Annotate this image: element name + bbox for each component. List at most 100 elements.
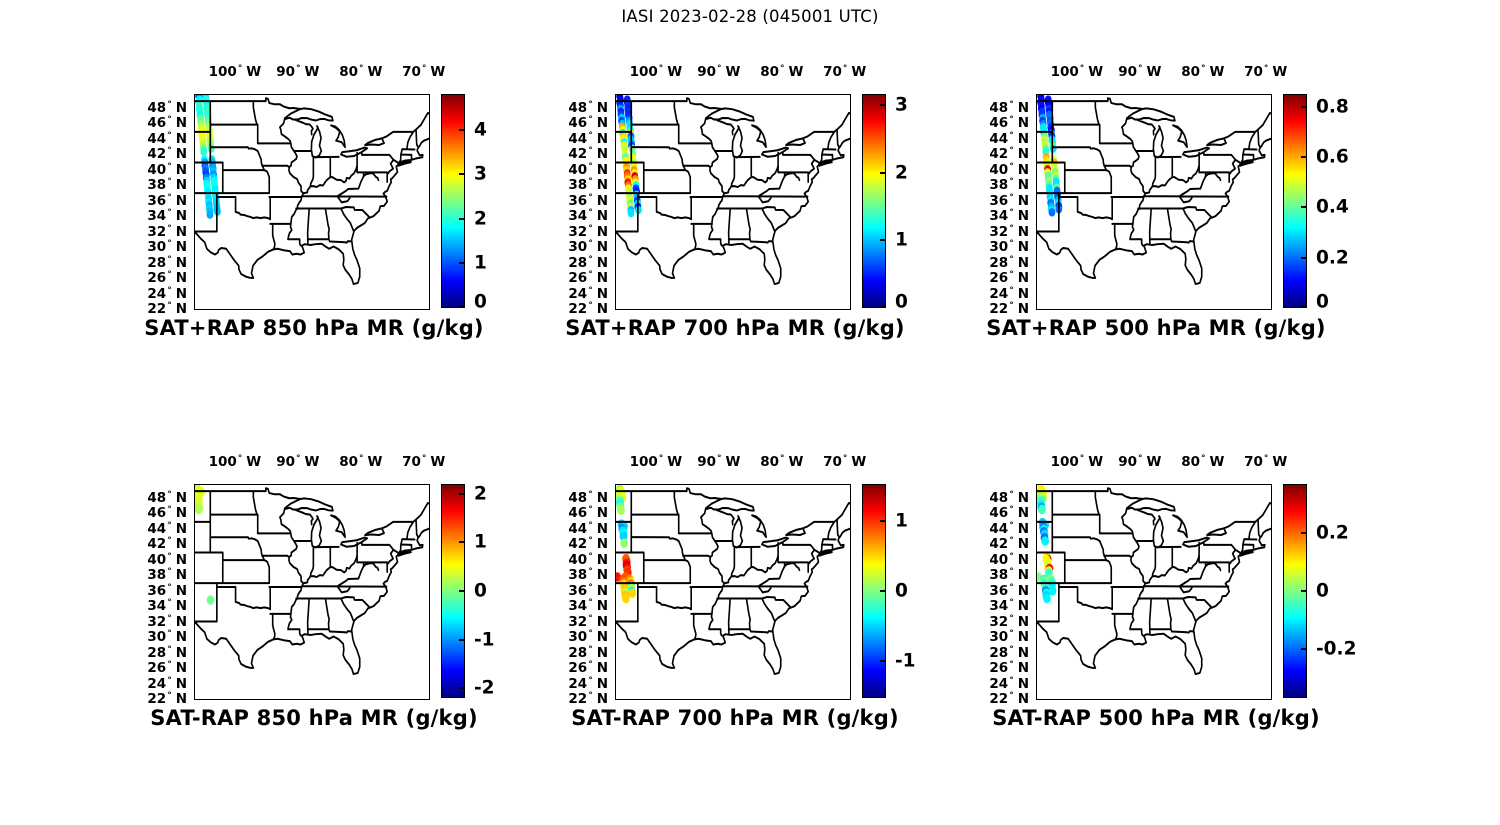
colorbar-tick-label: 2: [474, 208, 487, 230]
data-point: [620, 538, 628, 549]
colorbar-tick-label: -0.2: [1316, 638, 1357, 660]
lat-tick-label: 26° N: [147, 660, 187, 677]
lat-tick-label: 36° N: [989, 192, 1029, 209]
data-point: [622, 593, 630, 604]
lat-tick-label: 38° N: [568, 177, 608, 194]
colorbar-gradient: [442, 485, 464, 697]
colorbar: [441, 94, 465, 308]
figure-title: IASI 2023-02-28 (045001 UTC): [621, 7, 879, 26]
data-point: [627, 208, 635, 218]
lat-tick-label: 44° N: [147, 130, 187, 147]
latitude-axis: 48° N 46° N 44° N 42° N 40° N 38° N 36° N 34° N 32° N 30° N…: [132, 484, 187, 707]
colorbar-tick-label: 0.2: [1316, 522, 1349, 544]
data-point: [1041, 536, 1049, 546]
lat-tick-label: 22° N: [989, 301, 1029, 318]
colorbar-tickmark: [1301, 155, 1306, 158]
colorbar-tickmark: [880, 660, 885, 663]
lat-tick-label: 46° N: [147, 505, 187, 522]
lat-tick-label: 42° N: [568, 146, 608, 163]
us-map: [1037, 95, 1271, 286]
lon-tick-label: 80° W: [1181, 454, 1225, 470]
us-map: [195, 95, 429, 286]
lat-tick-label: 40° N: [989, 551, 1029, 568]
colorbar-tickmark: [459, 306, 464, 308]
latitude-axis: 48° N 46° N 44° N 42° N 40° N 38° N 36° N 34° N 32° N 30° N…: [974, 94, 1029, 317]
colorbar-tick-label: 1: [474, 531, 487, 553]
panel-sat-minus-rap-700: 100° W 90° W 80° W 70° W 48° N 46° N 44° N 42° N 40° N 38…: [568, 454, 915, 730]
lon-tick-label: 80° W: [339, 454, 383, 470]
colorbar-tick-label: 2: [474, 483, 487, 505]
lon-tick-label: 100° W: [1050, 454, 1104, 470]
colorbar-tick-label: 0: [895, 580, 908, 602]
colorbar: [1283, 94, 1307, 308]
lat-tick-label: 28° N: [147, 644, 187, 661]
state-boundaries: [1037, 487, 1271, 676]
lat-tick-label: 22° N: [147, 301, 187, 318]
colorbar-gradient: [1284, 485, 1306, 697]
lat-tick-label: 48° N: [147, 489, 187, 506]
panel-title: SAT-RAP 700 hPa MR (g/kg): [571, 706, 899, 730]
data-point: [621, 144, 629, 153]
lat-tick-label: 42° N: [568, 536, 608, 553]
lat-tick-label: 42° N: [989, 146, 1029, 163]
colorbar-tickmark: [1301, 647, 1306, 650]
colorbar-tickmark: [459, 590, 464, 592]
colorbar-tick-label: 3: [474, 163, 487, 185]
lat-tick-label: 30° N: [989, 239, 1029, 256]
lat-tick-label: 42° N: [989, 536, 1029, 553]
lon-tick-label: 90° W: [276, 64, 320, 80]
colorbar-tickmark: [880, 239, 885, 242]
lat-tick-label: 26° N: [568, 660, 608, 677]
longitude-axis: 100° W 90° W 80° W 70° W: [1036, 454, 1288, 478]
lon-tick-label: 100° W: [1050, 64, 1104, 80]
us-map: [616, 485, 850, 676]
data-point: [1048, 208, 1056, 217]
lat-tick-label: 30° N: [989, 629, 1029, 646]
longitude-axis: 100° W 90° W 80° W 70° W: [194, 454, 446, 478]
colorbar-gradient: [442, 95, 464, 307]
lat-tick-label: 36° N: [989, 582, 1029, 599]
lon-tick-label: 70° W: [1244, 454, 1288, 470]
lat-tick-label: 28° N: [568, 644, 608, 661]
panel-title: SAT-RAP 500 hPa MR (g/kg): [992, 706, 1320, 730]
colorbar-tickmark: [880, 590, 885, 592]
lat-tick-label: 38° N: [568, 567, 608, 584]
lon-tick-label: 90° W: [697, 454, 741, 470]
colorbar-tick-label: 0: [895, 291, 908, 313]
data-point: [628, 588, 637, 598]
longitude-axis: 100° W 90° W 80° W 70° W: [615, 454, 867, 478]
lat-tick-label: 30° N: [568, 239, 608, 256]
lat-tick-label: 32° N: [568, 223, 608, 240]
colorbar-tick-label: 1: [895, 510, 908, 532]
map-frame: [615, 484, 851, 700]
lat-tick-label: 48° N: [568, 489, 608, 506]
lat-tick-label: 38° N: [989, 177, 1029, 194]
data-point: [200, 147, 208, 156]
lat-tick-label: 36° N: [147, 192, 187, 209]
lat-tick-label: 24° N: [568, 285, 608, 302]
colorbar-gradient: [863, 485, 885, 697]
lon-tick-label: 100° W: [629, 64, 683, 80]
data-point: [1038, 504, 1046, 515]
lat-tick-label: 38° N: [147, 177, 187, 194]
colorbar-tickmark: [1301, 532, 1306, 535]
latitude-axis: 48° N 46° N 44° N 42° N 40° N 38° N 36° N 34° N 32° N 30° N…: [553, 94, 608, 317]
lat-tick-label: 44° N: [989, 520, 1029, 537]
colorbar-tick-label: -1: [895, 650, 916, 672]
lon-tick-label: 80° W: [339, 64, 383, 80]
lat-tick-label: 36° N: [568, 582, 608, 599]
panel-title: SAT+RAP 850 hPa MR (g/kg): [144, 316, 484, 340]
lat-tick-label: 26° N: [989, 660, 1029, 677]
latitude-axis: 48° N 46° N 44° N 42° N 40° N 38° N 36° N 34° N 32° N 30° N…: [974, 484, 1029, 707]
lat-tick-label: 36° N: [568, 192, 608, 209]
lat-tick-label: 34° N: [147, 208, 187, 225]
lat-tick-label: 30° N: [147, 239, 187, 256]
data-point: [1049, 144, 1057, 153]
lat-tick-label: 46° N: [147, 115, 187, 132]
lat-tick-label: 42° N: [147, 536, 187, 553]
lat-tick-label: 26° N: [989, 270, 1029, 287]
colorbar-tickmark: [1301, 590, 1306, 592]
panel-sat-plus-rap-850: 100° W 90° W 80° W 70° W 48° N 46° N 44° N 42° N 40° N 38…: [144, 64, 487, 340]
map-frame: [1036, 484, 1272, 700]
